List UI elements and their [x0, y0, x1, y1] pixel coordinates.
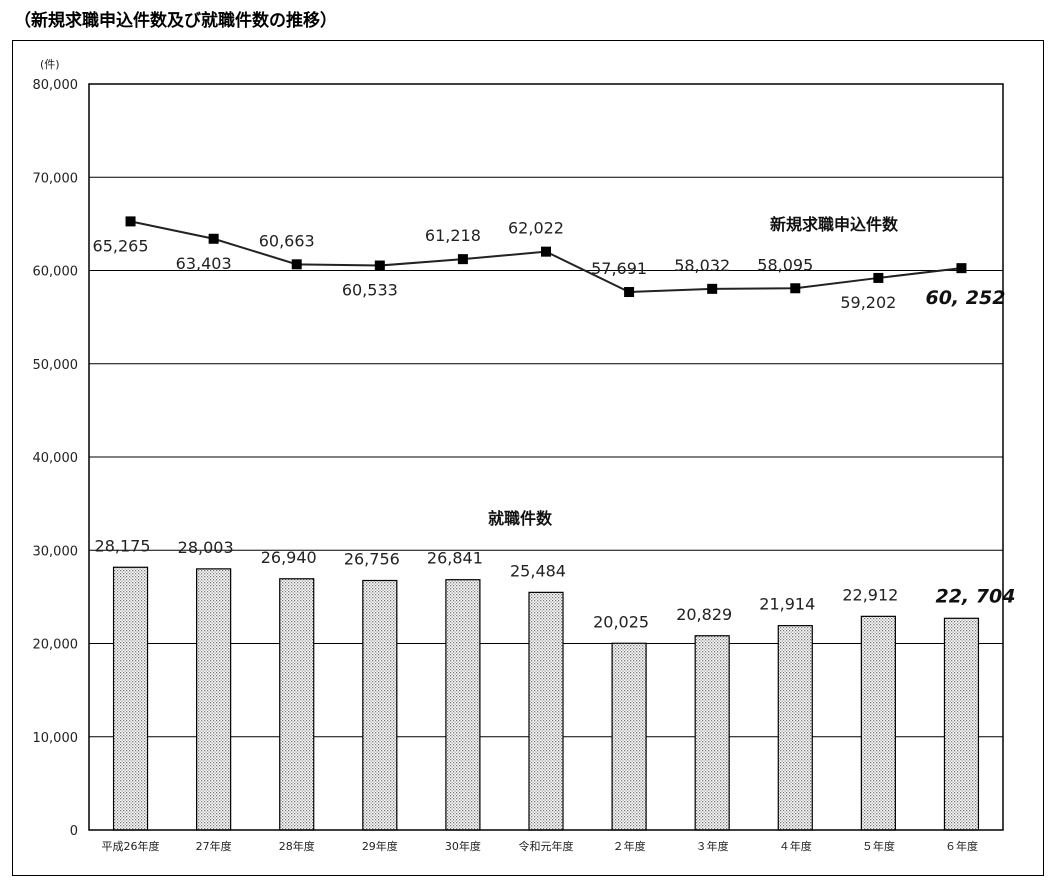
bar [943, 617, 980, 831]
line-value-label: 63,403 [176, 254, 232, 273]
bar-value-label: 26,841 [427, 549, 483, 568]
x-tick-label: 令和元年度 [519, 839, 574, 853]
bar [112, 566, 149, 831]
x-tick-label: ５年度 [862, 839, 895, 853]
bar [860, 615, 896, 831]
line-marker [956, 263, 967, 274]
y-tick-label: 20,000 [33, 638, 79, 653]
line-value-label: 60, 252 [925, 287, 1005, 309]
bar [777, 625, 813, 831]
y-tick-label: 60,000 [33, 265, 79, 280]
bar-series-label: 就職件数 [488, 509, 553, 528]
y-tick-label: 80,000 [33, 78, 79, 93]
line-marker [541, 246, 551, 257]
chart-title: （新規求職申込件数及び就職件数の推移） [14, 11, 337, 31]
x-tick-label: ２年度 [613, 839, 646, 853]
bar-layer [112, 566, 980, 831]
line-value-label: 58,032 [674, 256, 730, 275]
line-value-label: 62,022 [508, 219, 564, 238]
x-tick-label: ６年度 [945, 839, 978, 853]
line-marker [457, 254, 468, 265]
line-value-label: 60,533 [342, 281, 398, 300]
y-tick-label: 50,000 [33, 358, 79, 373]
x-tick-label: ４年度 [779, 839, 812, 853]
line-marker [125, 216, 136, 227]
line-value-label: 58,095 [757, 255, 813, 274]
bar-value-label: 20,829 [676, 605, 732, 624]
bar [445, 579, 481, 831]
line-value-label: 59,202 [840, 293, 896, 312]
bar-value-label: 26,756 [344, 550, 400, 569]
y-tick-label: 30,000 [33, 544, 79, 559]
line-layer [125, 216, 967, 298]
bar [362, 579, 398, 831]
x-tick-label: 27年度 [196, 839, 232, 853]
x-tick-label: 29年度 [362, 839, 398, 853]
line-marker [208, 233, 219, 244]
y-tick-label: 0 [70, 824, 78, 839]
bar-value-label: 21,914 [759, 595, 815, 614]
line-marker [707, 283, 718, 294]
line-marker [291, 259, 302, 270]
line-value-label: 57,691 [591, 259, 647, 278]
bar [528, 591, 564, 831]
line-series-label: 新規求職申込件数 [770, 215, 899, 234]
line-value-label: 60,663 [259, 231, 315, 250]
line-marker [873, 272, 884, 283]
y-axis-unit: (件) [40, 58, 60, 71]
x-tick-label: ３年度 [696, 839, 729, 853]
x-tick-label: 30年度 [445, 839, 481, 853]
y-tick-label: 10,000 [33, 731, 79, 746]
bar-value-label: 28,003 [178, 538, 234, 557]
line-marker [624, 287, 635, 298]
label-layer: 0 10,000 20,000 30,000 40,000 50,000 60,000 70,… [33, 78, 1016, 853]
line-marker [374, 260, 385, 271]
x-tick-label: 28年度 [279, 839, 315, 853]
bar [279, 578, 315, 831]
line-value-label: 61,218 [425, 226, 481, 245]
line-marker [790, 283, 801, 294]
chart-frame [12, 40, 1044, 876]
x-tick-label: 平成26年度 [102, 839, 160, 853]
bar-value-label: 25,484 [510, 561, 566, 580]
y-tick-label: 70,000 [33, 171, 79, 186]
bar-value-label: 26,940 [261, 548, 317, 567]
bar [196, 568, 232, 831]
bar-value-label: 22, 704 [935, 585, 1015, 607]
bar [611, 642, 647, 831]
plot-border [88, 83, 1004, 831]
bar [694, 635, 730, 831]
bar-value-label: 28,175 [95, 536, 151, 555]
bar-value-label: 20,025 [593, 612, 649, 631]
line-value-label: 65,265 [93, 236, 149, 255]
bar-value-label: 22,912 [842, 585, 898, 604]
y-tick-label: 40,000 [33, 451, 79, 466]
